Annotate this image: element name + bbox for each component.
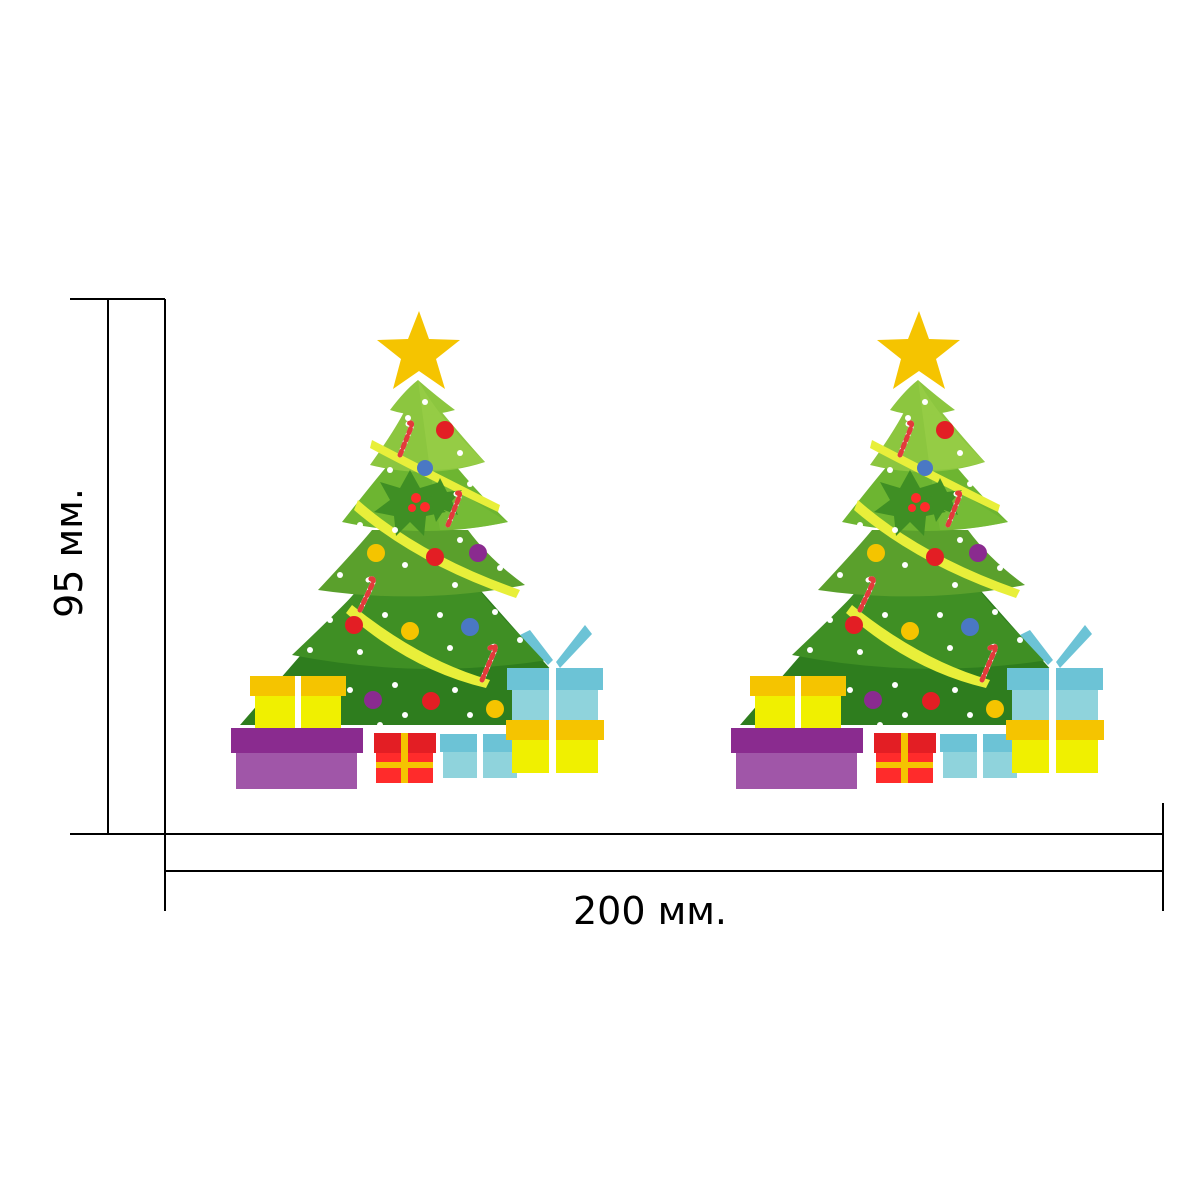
christmas-tree-illustration-right [731,311,1104,789]
christmas-tree-illustration-left [231,311,604,789]
height-dimension [70,298,166,835]
width-label: 200 мм. [573,889,727,933]
height-label: 95 мм. [47,488,91,618]
width-dimension [164,803,1164,911]
